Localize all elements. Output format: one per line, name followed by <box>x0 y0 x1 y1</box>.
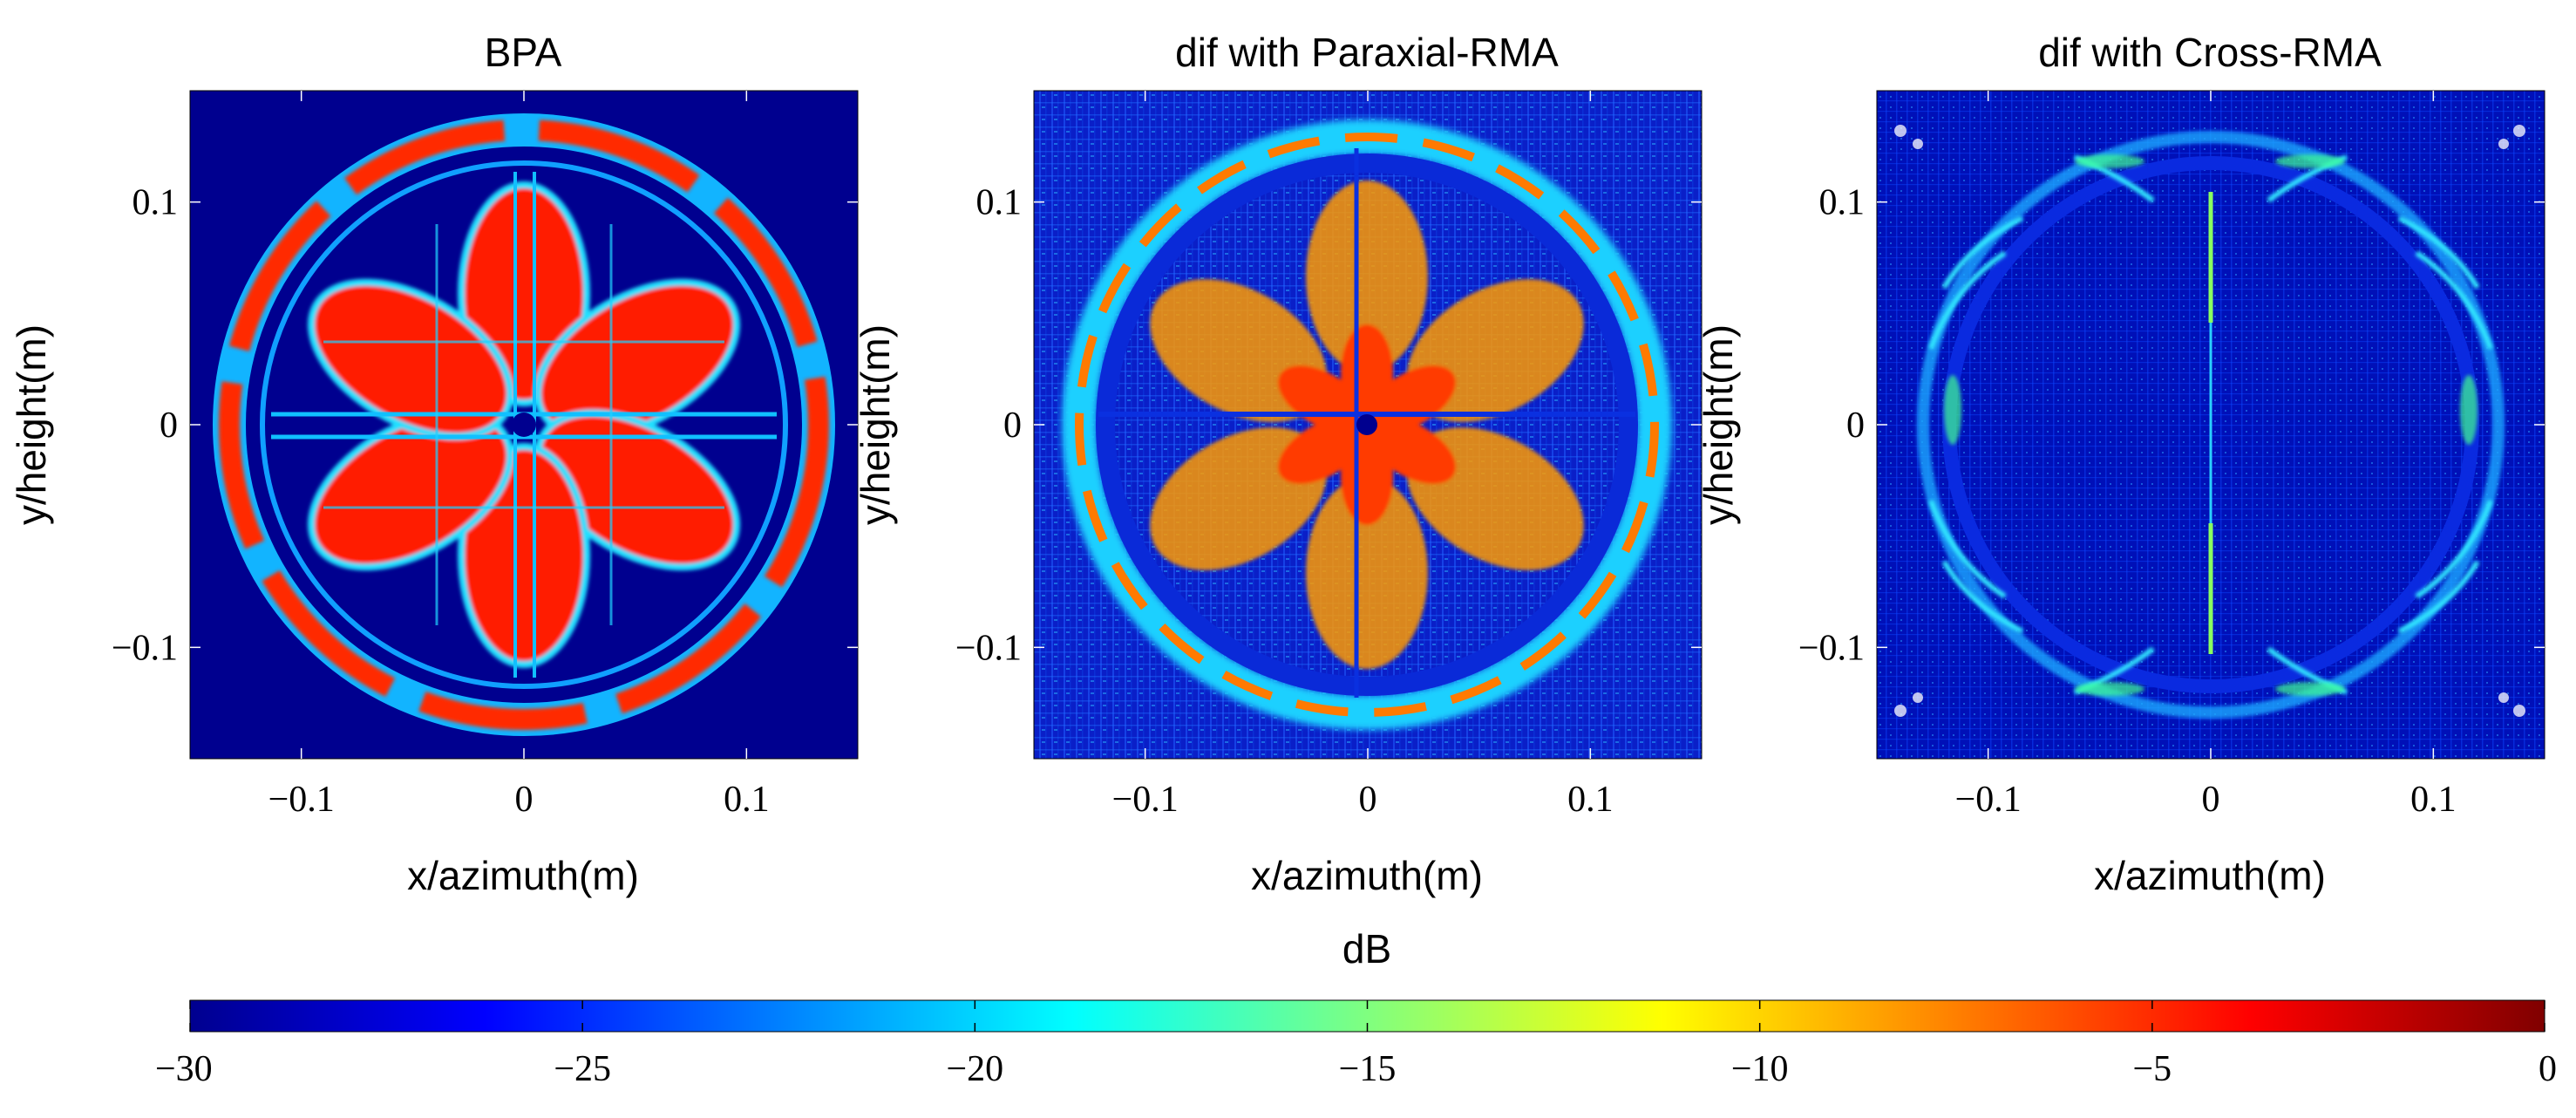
y-tick-label: −0.1 <box>955 628 1022 668</box>
heatmap-image <box>1877 91 2545 759</box>
heatmap-image <box>190 91 858 759</box>
x-ticks: −0.1 0 0.1 <box>268 91 770 820</box>
y-axis-label: y/height(m) <box>9 324 54 525</box>
panel-bpa: BPA <box>9 30 859 898</box>
panel-title: dif with Paraxial-RMA <box>1175 30 1559 75</box>
colorbar-tick-label: −25 <box>554 1049 611 1089</box>
x-axis-label: x/azimuth(m) <box>1251 853 1483 898</box>
y-ticks: 0.1 0 −0.1 <box>112 183 858 668</box>
x-ticks: −0.1 0 0.1 <box>1112 91 1614 820</box>
x-tick-label: −0.1 <box>1112 780 1179 820</box>
panel-paraxial-rma: dif with Paraxial-RMA <box>853 30 1703 898</box>
colorbar-label: dB <box>1342 926 1391 971</box>
colorbar-ticks: −30 −25 −20 −15 −10 −5 0 <box>155 1000 2557 1089</box>
colorbar-tick-label: −5 <box>2132 1049 2172 1089</box>
y-axis-label: y/height(m) <box>1696 324 1741 525</box>
x-tick-label: 0.1 <box>724 780 770 820</box>
x-axis-label: x/azimuth(m) <box>407 853 639 898</box>
y-ticks: 0.1 0 −0.1 <box>1798 183 2545 668</box>
colorbar-tick-label: 0 <box>2539 1049 2557 1089</box>
y-tick-label: 0.1 <box>976 183 1023 223</box>
x-tick-label: −0.1 <box>268 780 335 820</box>
x-axis-label: x/azimuth(m) <box>2094 853 2326 898</box>
y-tick-label: 0.1 <box>1819 183 1866 223</box>
colorbar-tick-label: −10 <box>1731 1049 1789 1089</box>
panel-title: BPA <box>485 30 562 75</box>
heatmap-image <box>1034 91 1702 759</box>
panel-cross-rma: dif with Cross-RMA <box>1696 30 2545 898</box>
x-tick-label: 0.1 <box>1567 780 1614 820</box>
y-tick-label: 0.1 <box>133 183 179 223</box>
y-tick-label: 0 <box>1846 406 1865 446</box>
y-tick-label: −0.1 <box>112 628 178 668</box>
x-tick-label: 0 <box>515 780 534 820</box>
y-tick-label: 0 <box>1003 406 1022 446</box>
panel-title: dif with Cross-RMA <box>2038 30 2382 75</box>
x-tick-label: 0 <box>1359 780 1377 820</box>
colorbar-tick-label: −20 <box>946 1049 1003 1089</box>
x-tick-label: 0.1 <box>2410 780 2457 820</box>
y-tick-label: −0.1 <box>1798 628 1865 668</box>
y-axis-label: y/height(m) <box>853 324 898 525</box>
x-tick-label: 0 <box>2202 780 2220 820</box>
colorbar-tick-label: −30 <box>155 1049 213 1089</box>
y-tick-label: 0 <box>160 406 178 446</box>
colorbar: dB −30 −25 −20 −15 −10 −5 0 <box>155 926 2557 1089</box>
y-ticks: 0.1 0 −0.1 <box>955 183 1702 668</box>
x-ticks: −0.1 0 0.1 <box>1955 91 2457 820</box>
x-tick-label: −0.1 <box>1955 780 2022 820</box>
colorbar-tick-label: −15 <box>1339 1049 1397 1089</box>
